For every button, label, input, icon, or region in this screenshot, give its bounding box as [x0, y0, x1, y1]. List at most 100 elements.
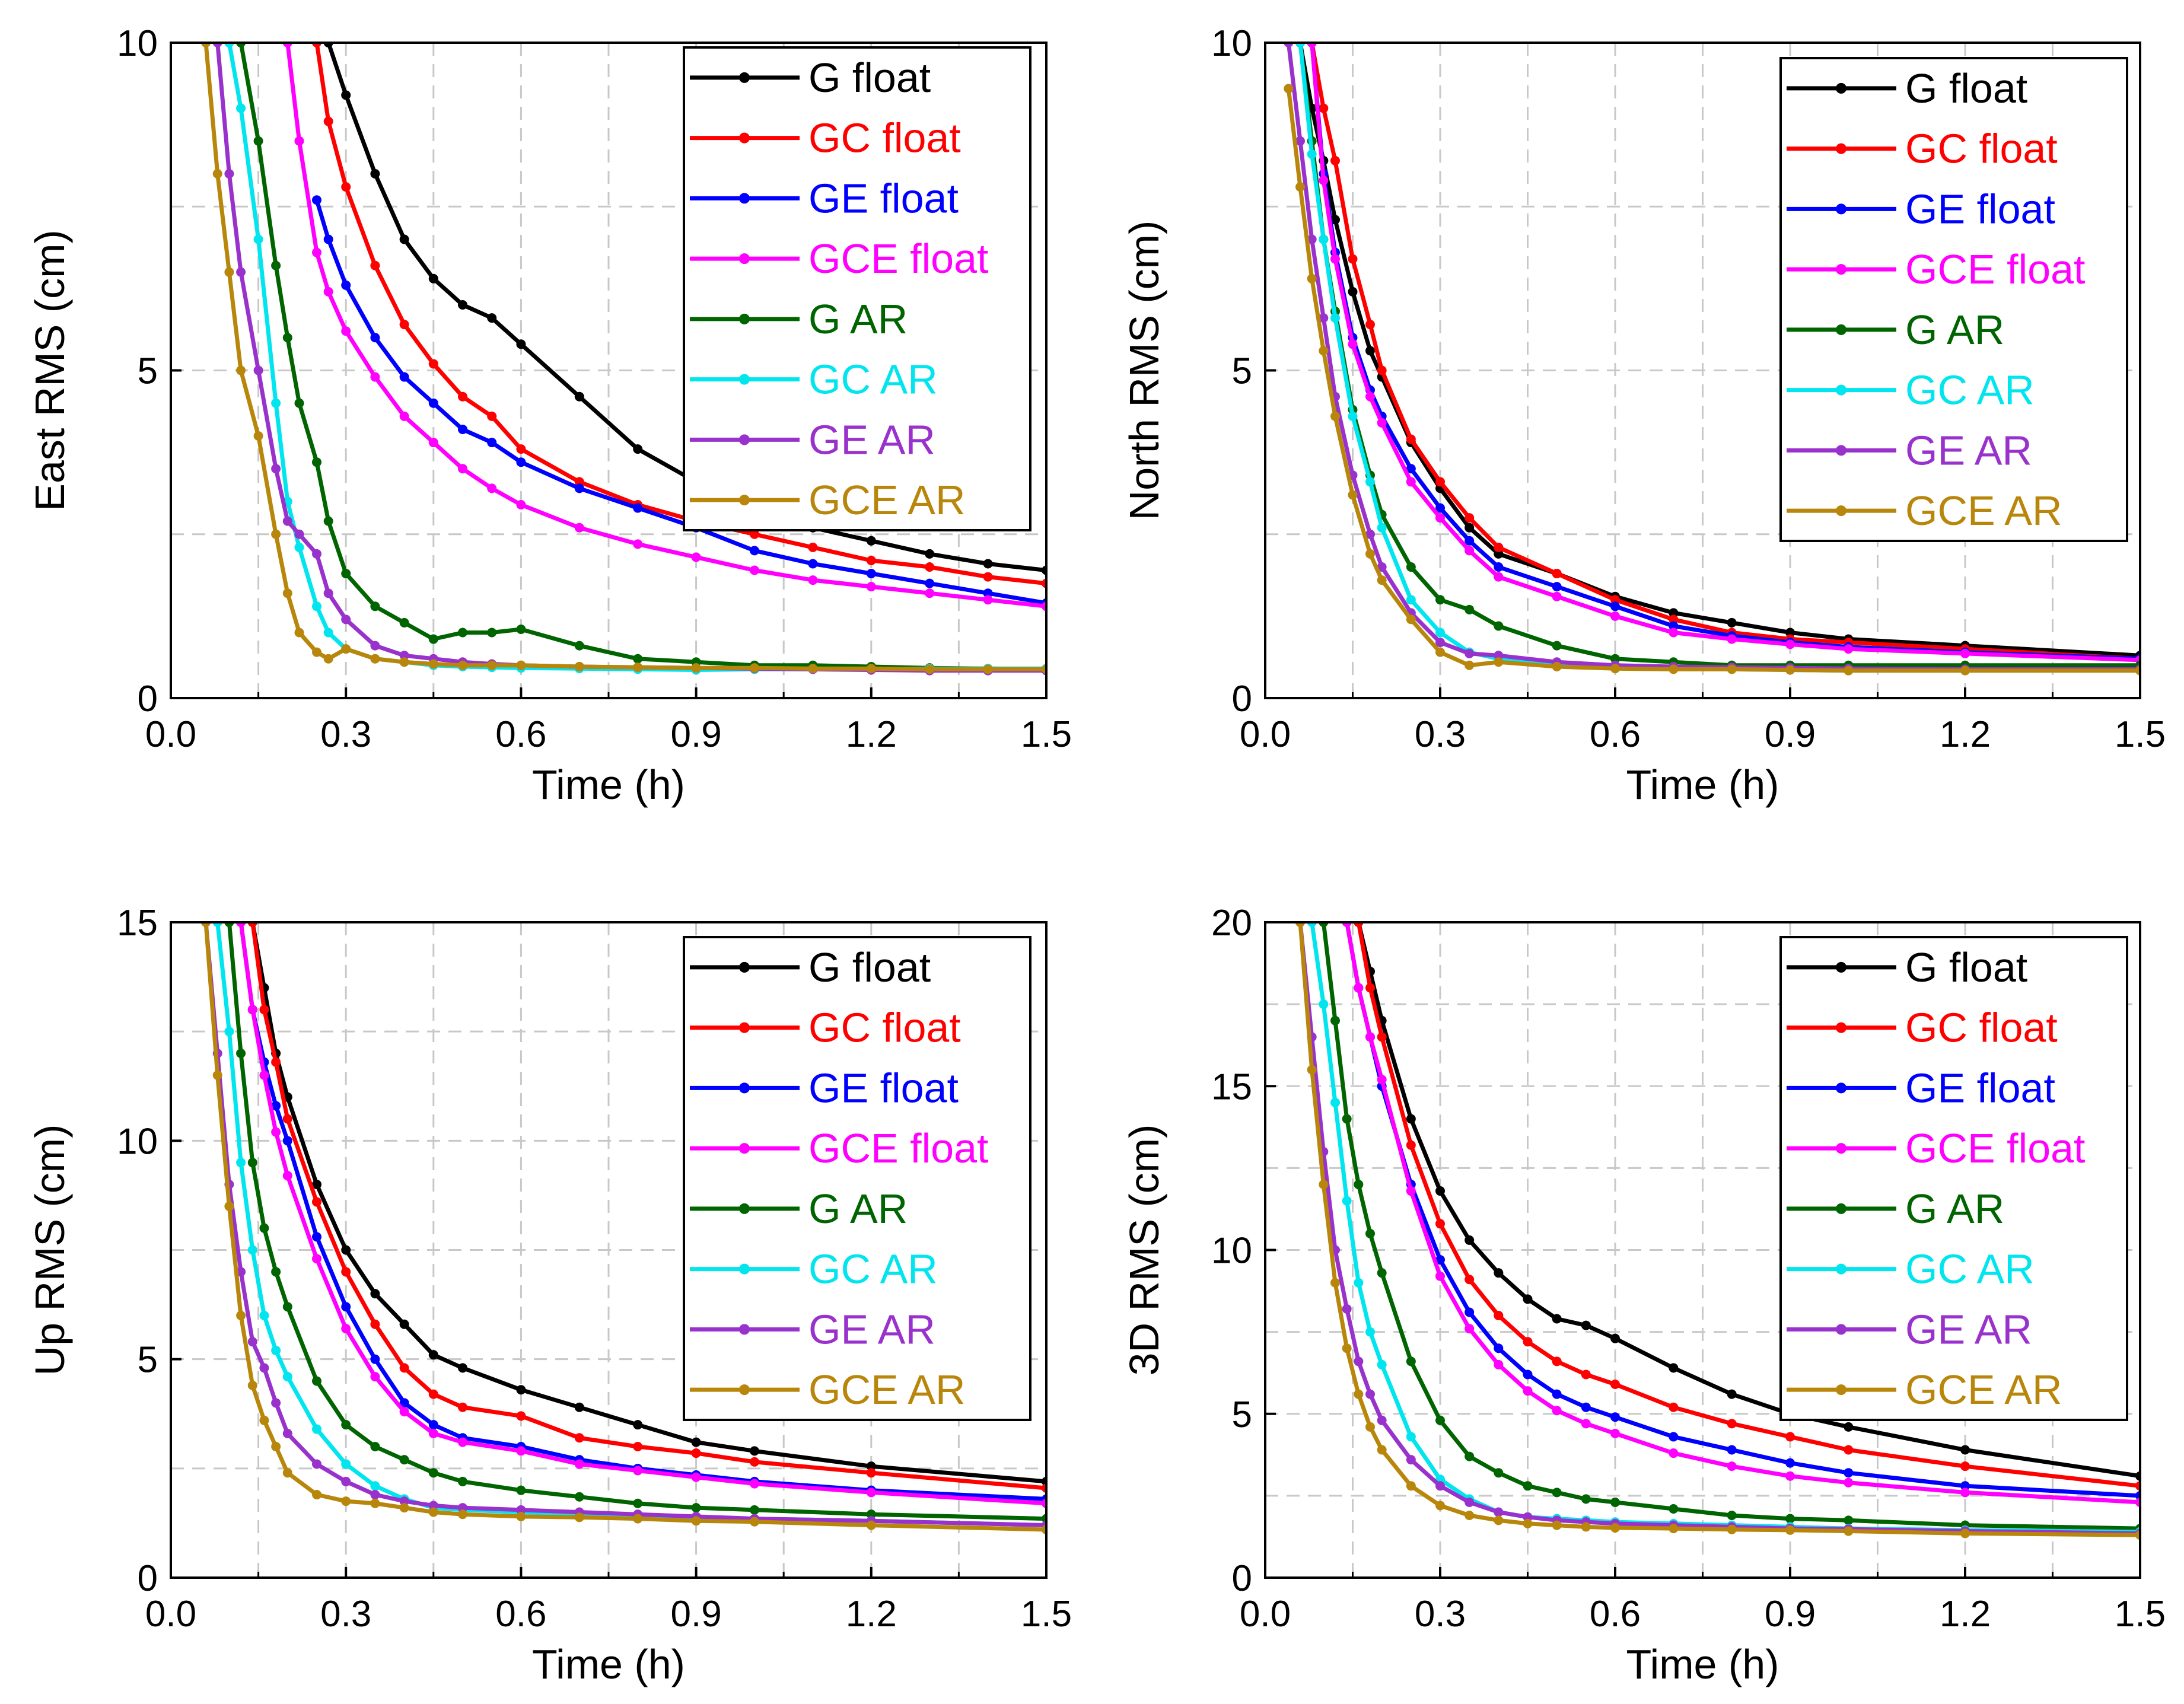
x-tick-label: 0.0 [1240, 1594, 1291, 1635]
data-point [1406, 1432, 1416, 1442]
legend-marker [1836, 445, 1846, 456]
data-point [1406, 614, 1416, 625]
data-point [399, 234, 409, 244]
data-point [1342, 1304, 1352, 1314]
data-point [282, 1136, 292, 1146]
data-point [1330, 1097, 1340, 1107]
data-point [399, 1319, 409, 1329]
x-tick-label: 1.2 [1940, 1594, 1991, 1635]
data-point [1377, 562, 1387, 572]
legend-label: GCE float [1905, 246, 2085, 292]
data-point [259, 1223, 269, 1233]
data-point [1330, 411, 1340, 421]
data-point [271, 1345, 281, 1355]
x-tick-label: 1.2 [846, 1594, 897, 1635]
chart-panel-4: 0.0 0.3 0.6 0.9 1.2 1.5 0 5 10 15 20 Time (h) 3D RMS… [1121, 903, 2166, 1687]
data-point [341, 644, 351, 654]
data-point [312, 247, 321, 257]
data-point [1406, 464, 1416, 474]
data-point [236, 103, 246, 113]
data-point [1377, 365, 1387, 375]
x-tick-label: 0.3 [320, 714, 371, 755]
data-point [633, 1420, 643, 1430]
data-point [1610, 1333, 1620, 1343]
data-point [750, 1479, 759, 1489]
data-point [341, 1324, 351, 1334]
data-point [341, 1420, 351, 1430]
y-tick-label: 10 [117, 1121, 158, 1162]
data-point [1844, 1445, 1854, 1455]
data-point [1330, 155, 1340, 165]
data-point [1406, 477, 1416, 487]
data-point [750, 1517, 759, 1527]
data-point [1523, 1337, 1533, 1347]
y-tick-label: 10 [1211, 23, 1252, 64]
data-point [224, 169, 234, 179]
series-group [1295, 922, 2140, 1540]
data-point [1727, 1445, 1737, 1455]
data-point [1494, 621, 1504, 631]
data-point [1465, 1235, 1475, 1245]
legend-marker [1836, 1082, 1846, 1094]
legend-label: GCE AR [808, 477, 966, 523]
data-point [1785, 665, 1795, 675]
data-point [1960, 1528, 1970, 1539]
data-point [271, 1057, 281, 1067]
data-point [259, 1415, 269, 1425]
data-point [1330, 1015, 1340, 1025]
legend-label: G float [808, 55, 931, 101]
y-tick-label: 5 [138, 351, 158, 392]
data-point [323, 516, 333, 526]
data-point [633, 654, 643, 664]
data-point [312, 601, 321, 611]
data-point [282, 588, 292, 598]
data-point [399, 1503, 409, 1513]
x-tick-label: 1.2 [1940, 714, 1991, 755]
data-point [370, 1490, 380, 1500]
data-point [458, 1476, 467, 1486]
data-point [808, 559, 818, 569]
legend-box [1779, 936, 2128, 1421]
data-point [516, 1385, 526, 1395]
data-point [487, 438, 497, 448]
data-point [1348, 339, 1358, 349]
x-tick-label: 0.6 [1590, 714, 1641, 755]
series-line-ge-ar [1298, 922, 2140, 1536]
data-point [1319, 103, 1329, 113]
series-line-ge-float [238, 922, 1046, 1501]
data-point [282, 1372, 292, 1382]
data-point [312, 1490, 321, 1500]
y-axis-title: East RMS (cm) [27, 230, 73, 511]
data-point [1581, 1320, 1591, 1330]
data-point [1330, 313, 1340, 323]
legend-marker [1836, 203, 1846, 215]
data-point [633, 1498, 643, 1508]
data-point [1727, 1389, 1737, 1399]
data-point [1844, 1526, 1854, 1536]
data-point [312, 1180, 321, 1189]
legend: G float GC float GE float GCE float G AR GC A… [1779, 936, 2128, 1421]
data-point [312, 1197, 321, 1207]
data-point [1610, 611, 1620, 621]
data-point [1960, 1461, 1970, 1472]
data-point [1435, 1186, 1445, 1196]
data-point [1435, 1415, 1445, 1425]
data-point [428, 1468, 438, 1478]
data-point [1377, 575, 1387, 585]
y-tick-label: 0 [1232, 679, 1252, 719]
data-point [1465, 1324, 1475, 1334]
legend-label: GC float [1905, 1005, 2058, 1051]
legend-marker [1836, 384, 1846, 396]
legend-marker [739, 132, 750, 144]
data-point [312, 1424, 321, 1434]
data-point [1494, 1268, 1504, 1278]
data-point [516, 500, 526, 510]
data-point [633, 1442, 643, 1451]
series-line-g-ar [1321, 922, 2140, 1531]
legend: G float GC float GE float GCE float G AR GC A… [683, 936, 1031, 1421]
data-point [1610, 1412, 1620, 1422]
data-point [1465, 1307, 1475, 1317]
data-point [253, 365, 263, 375]
data-point [341, 182, 351, 192]
data-point [691, 1503, 701, 1513]
